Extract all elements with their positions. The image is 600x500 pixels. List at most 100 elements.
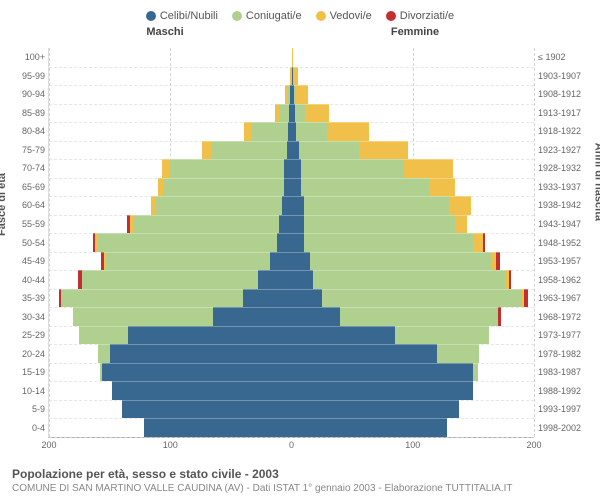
- bar-segment: [122, 400, 292, 419]
- age-label: 20-24: [22, 349, 45, 359]
- bar-segment: [292, 344, 438, 363]
- year-label: 1988-1992: [538, 386, 581, 396]
- male-bar: [49, 122, 292, 141]
- y-axis-left-title: Fasce di età: [0, 173, 8, 236]
- male-bar: [49, 252, 292, 271]
- bar-segment: [292, 418, 447, 437]
- age-label: 85-89: [22, 108, 45, 118]
- bar-segment: [292, 178, 302, 197]
- year-label: 1973-1977: [538, 330, 581, 340]
- year-label: 1903-1907: [538, 71, 581, 81]
- female-bar: [292, 233, 535, 252]
- age-row: [49, 67, 534, 86]
- age-row: [49, 215, 534, 234]
- age-label: 80-84: [22, 126, 45, 136]
- year-label: 1918-1922: [538, 126, 581, 136]
- female-bar: [292, 141, 535, 160]
- year-label: 1938-1942: [538, 200, 581, 210]
- year-label: 1913-1917: [538, 108, 581, 118]
- year-label: 1998-2002: [538, 423, 581, 433]
- header-male: Maschi: [0, 26, 290, 38]
- bar-segment: [292, 159, 302, 178]
- bar-segment: [437, 344, 479, 363]
- age-row: [49, 381, 534, 400]
- year-label: 1958-1962: [538, 275, 581, 285]
- chart-title: Popolazione per età, sesso e stato civil…: [12, 467, 588, 481]
- year-label: 1908-1912: [538, 89, 581, 99]
- bar-segment: [301, 159, 404, 178]
- female-bar: [292, 344, 535, 363]
- grid-horizontal: [49, 437, 534, 438]
- male-bar: [49, 344, 292, 363]
- bar-segment: [296, 85, 308, 104]
- bar-segment: [202, 141, 212, 160]
- female-bar: [292, 326, 535, 345]
- bar-segment: [292, 270, 314, 289]
- legend-swatch: [232, 11, 242, 21]
- bar-segment: [313, 270, 505, 289]
- year-label: 1953-1957: [538, 256, 581, 266]
- x-tick-label: 200: [526, 440, 541, 450]
- age-label: 15-19: [22, 367, 45, 377]
- bar-segment: [110, 344, 292, 363]
- age-row: [49, 418, 534, 437]
- year-label: 1928-1932: [538, 163, 581, 173]
- female-bar: [292, 104, 535, 123]
- y-axis-right-title: Anni di nascita: [592, 143, 600, 221]
- age-row: [49, 122, 534, 141]
- year-label: 1993-1997: [538, 404, 581, 414]
- age-label: 0-4: [32, 423, 45, 433]
- bar-segment: [134, 215, 280, 234]
- population-pyramid-chart: Celibi/NubiliConiugati/eVedovi/eDivorzia…: [0, 0, 600, 500]
- bar-segment: [404, 159, 453, 178]
- female-bar: [292, 178, 535, 197]
- bar-segment: [252, 122, 288, 141]
- bar-segment: [292, 289, 322, 308]
- age-row: [49, 326, 534, 345]
- male-bar: [49, 381, 292, 400]
- bar-segment: [301, 178, 428, 197]
- bar-segment: [102, 363, 291, 382]
- bar-segment: [112, 381, 291, 400]
- bar-segment: [359, 141, 408, 160]
- year-label: 1963-1967: [538, 293, 581, 303]
- female-bar: [292, 159, 535, 178]
- bar-segment: [270, 252, 292, 271]
- male-bar: [49, 307, 292, 326]
- legend-swatch: [146, 11, 156, 21]
- bar-segment: [294, 67, 298, 86]
- female-bar: [292, 400, 535, 419]
- year-label: 1978-1982: [538, 349, 581, 359]
- male-bar: [49, 196, 292, 215]
- age-row: [49, 159, 534, 178]
- bar-segment: [169, 159, 284, 178]
- bar-segment: [163, 178, 284, 197]
- male-bar: [49, 104, 292, 123]
- bar-segment: [473, 233, 483, 252]
- bar-segment: [304, 215, 456, 234]
- bar-segment: [292, 252, 310, 271]
- age-label: 40-44: [22, 275, 45, 285]
- male-bar: [49, 215, 292, 234]
- female-bar: [292, 381, 535, 400]
- bar-segment: [292, 233, 304, 252]
- bar-segment: [61, 289, 243, 308]
- bar-segment: [322, 289, 522, 308]
- male-bar: [49, 363, 292, 382]
- female-bar: [292, 418, 535, 437]
- age-row: [49, 289, 534, 308]
- bar-segment: [243, 289, 292, 308]
- female-bar: [292, 196, 535, 215]
- age-label: 75-79: [22, 145, 45, 155]
- year-label: 1923-1927: [538, 145, 581, 155]
- bar-segment: [98, 344, 110, 363]
- age-row: [49, 85, 534, 104]
- male-bar: [49, 270, 292, 289]
- bar-segment: [340, 307, 498, 326]
- bar-segment: [279, 215, 291, 234]
- age-row: [49, 104, 534, 123]
- legend-item: Vedovi/e: [316, 10, 372, 22]
- age-label: 50-54: [22, 238, 45, 248]
- x-tick-label: 100: [163, 440, 178, 450]
- bar-segment: [82, 270, 258, 289]
